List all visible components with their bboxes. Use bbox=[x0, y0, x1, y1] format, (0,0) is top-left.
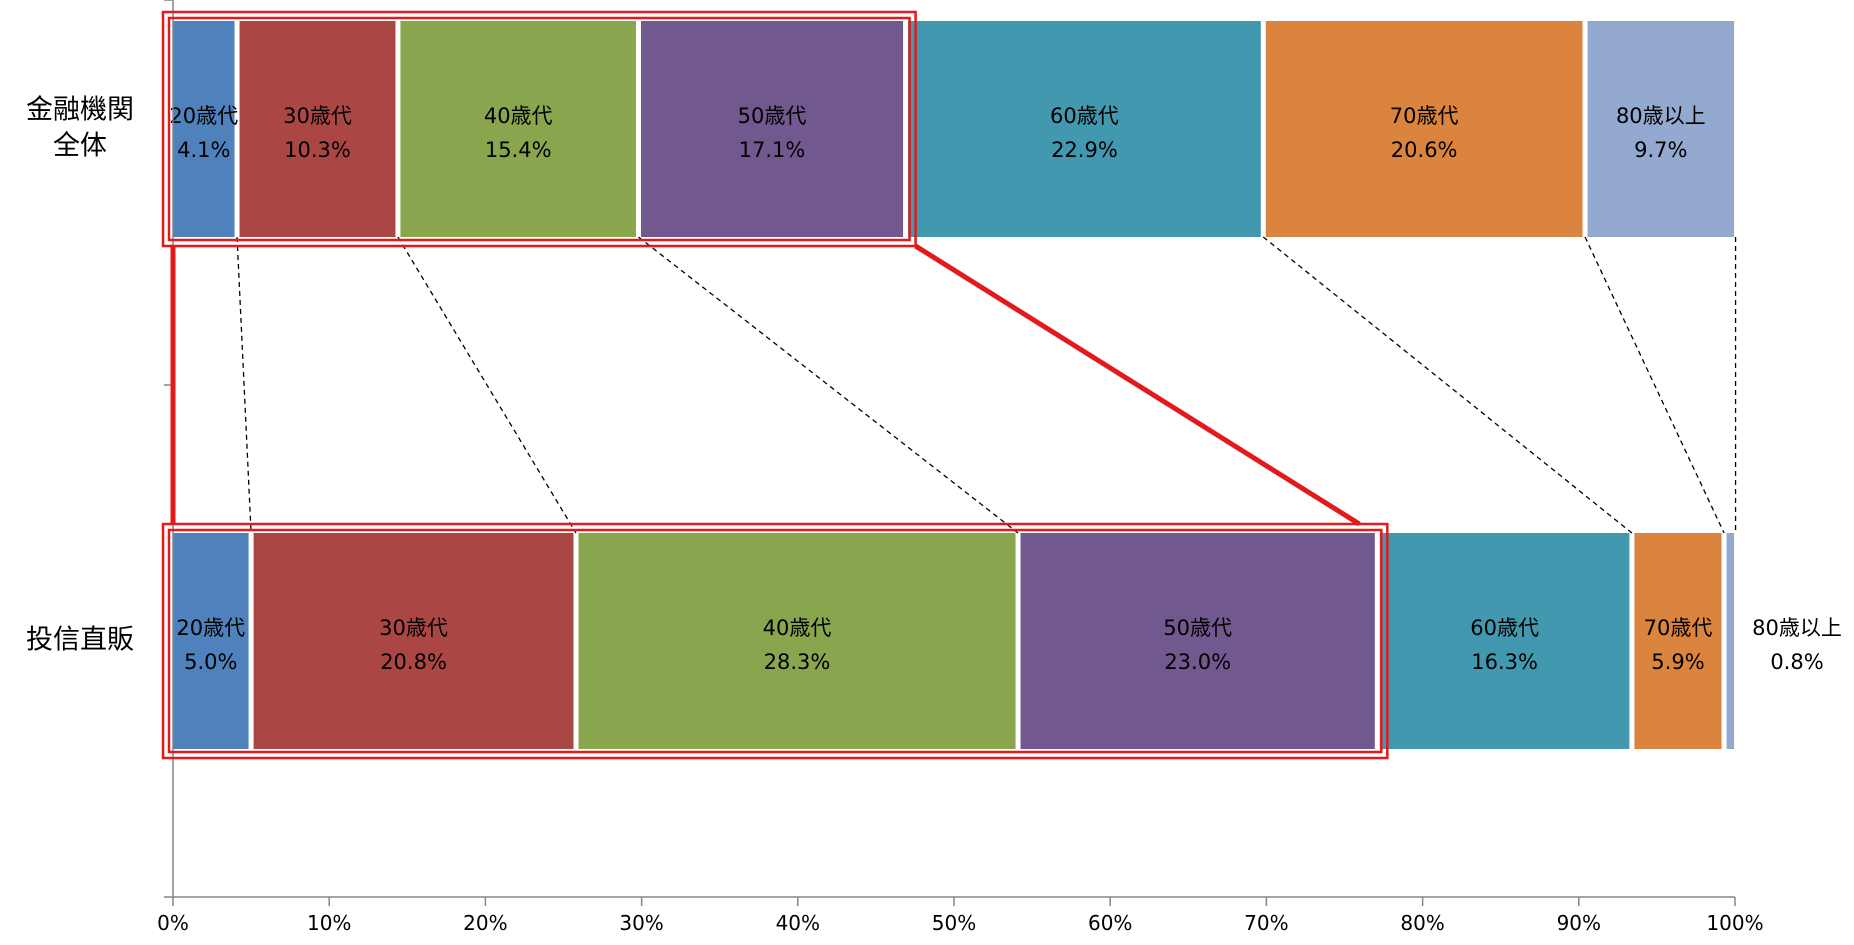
segment-value-label: 0.8% bbox=[1770, 650, 1823, 674]
segment-value-label: 17.1% bbox=[739, 138, 806, 162]
x-tick-label: 0% bbox=[157, 911, 189, 935]
segment-value-label: 9.7% bbox=[1634, 138, 1687, 162]
x-tick-label: 100% bbox=[1706, 911, 1763, 935]
connector-line bbox=[1262, 236, 1633, 534]
x-tick-label: 70% bbox=[1244, 911, 1288, 935]
x-tick-label: 50% bbox=[932, 911, 976, 935]
segment-name-label: 30歳代 bbox=[283, 104, 352, 128]
x-tick-label: 20% bbox=[463, 911, 507, 935]
segment-name-label: 30歳代 bbox=[379, 616, 448, 640]
x-tick-label: 90% bbox=[1557, 911, 1601, 935]
segment-name-label: 20歳代 bbox=[169, 104, 238, 128]
highlight-box-outer bbox=[161, 10, 917, 248]
segment-name-label: 60歳代 bbox=[1050, 104, 1119, 128]
segment-value-label: 4.1% bbox=[177, 138, 230, 162]
segment-name-label: 40歳代 bbox=[484, 104, 553, 128]
segment-value-label: 5.9% bbox=[1651, 650, 1704, 674]
segment-name-label: 20歳代 bbox=[176, 616, 245, 640]
category-label: 金融機関 bbox=[26, 95, 134, 126]
segment-name-label: 80歳以上 bbox=[1616, 104, 1706, 128]
bar-segment bbox=[400, 21, 636, 237]
segment-name-label: 80歳以上 bbox=[1752, 616, 1842, 640]
connector-line bbox=[1584, 236, 1725, 534]
segment-value-label: 10.3% bbox=[284, 138, 351, 162]
bar-segment bbox=[1726, 533, 1735, 749]
highlight-box-outer bbox=[161, 522, 1389, 760]
segment-value-label: 20.6% bbox=[1391, 138, 1458, 162]
x-tick-label: 80% bbox=[1400, 911, 1444, 935]
category-label: 全体 bbox=[53, 131, 107, 162]
zoom-connector-right bbox=[914, 243, 1361, 527]
bar-segment bbox=[908, 21, 1261, 237]
x-tick-label: 60% bbox=[1088, 911, 1132, 935]
segment-value-label: 28.3% bbox=[764, 650, 831, 674]
bar-segment bbox=[1020, 533, 1375, 749]
segment-value-label: 20.8% bbox=[380, 650, 447, 674]
highlight-box-inner bbox=[167, 16, 911, 242]
highlight-box-inner bbox=[167, 528, 1383, 754]
segment-name-label: 40歳代 bbox=[763, 616, 832, 640]
segment-value-label: 5.0% bbox=[184, 650, 237, 674]
segment-value-label: 22.9% bbox=[1051, 138, 1118, 162]
segment-name-label: 70歳代 bbox=[1644, 616, 1713, 640]
x-tick-label: 10% bbox=[307, 911, 351, 935]
x-tick-label: 40% bbox=[776, 911, 820, 935]
segment-value-label: 23.0% bbox=[1164, 650, 1231, 674]
bar-segment bbox=[173, 21, 235, 237]
bar-segment bbox=[173, 533, 249, 749]
category-label: 投信直販 bbox=[26, 625, 134, 656]
segment-name-label: 50歳代 bbox=[1163, 616, 1232, 640]
segment-value-label: 15.4% bbox=[485, 138, 552, 162]
bar-segment bbox=[578, 533, 1016, 749]
bar-segment bbox=[239, 21, 396, 237]
bar-segment bbox=[253, 533, 574, 749]
connector-line bbox=[397, 236, 577, 534]
segment-name-label: 70歳代 bbox=[1390, 104, 1459, 128]
bar-segment bbox=[1587, 21, 1735, 237]
x-tick-label: 30% bbox=[619, 911, 663, 935]
connector-line bbox=[638, 236, 1019, 534]
segment-value-label: 16.3% bbox=[1471, 650, 1538, 674]
connector-line bbox=[236, 236, 252, 534]
bar-segment bbox=[1379, 533, 1630, 749]
segment-name-label: 60歳代 bbox=[1470, 616, 1539, 640]
bar-segment bbox=[1634, 533, 1722, 749]
segment-name-label: 50歳代 bbox=[738, 104, 807, 128]
bar-segment bbox=[640, 21, 904, 237]
bar-segment bbox=[1265, 21, 1583, 237]
